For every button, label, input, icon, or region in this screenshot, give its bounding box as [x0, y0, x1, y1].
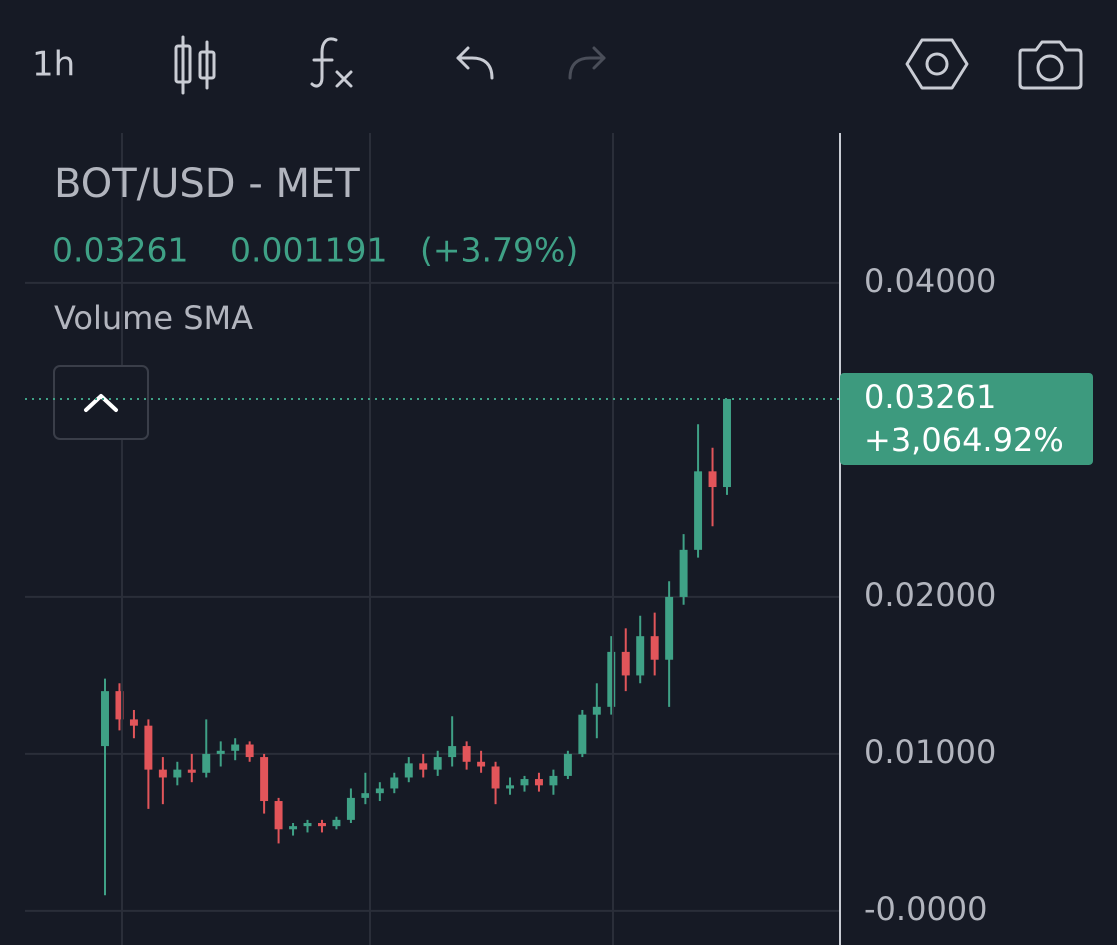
candle-body — [506, 785, 515, 789]
candle-body — [317, 823, 326, 827]
chart-type-button[interactable] — [174, 35, 216, 95]
redo-button[interactable] — [568, 46, 606, 80]
candle-body — [491, 766, 500, 789]
interval-button[interactable]: 1h — [32, 45, 75, 85]
candle-body — [274, 801, 283, 830]
toolbar: 1h — [32, 35, 1083, 95]
symbol-title: BOT/USD - MET — [54, 161, 360, 207]
candle-body — [144, 725, 153, 770]
undo-button[interactable] — [456, 46, 494, 80]
candle-body — [665, 596, 674, 660]
last-change-label: +3,064.92% — [864, 421, 1064, 459]
candle-body — [419, 763, 428, 770]
candle-body — [187, 769, 196, 773]
y-tick-label: -0.0000 — [864, 890, 988, 928]
candle-body — [592, 706, 601, 715]
chevron-up-icon — [84, 394, 118, 412]
candle-body — [621, 651, 630, 676]
indicators-button[interactable] — [310, 37, 353, 88]
candle-body — [101, 691, 109, 747]
candle-body — [650, 636, 659, 660]
candle-body — [679, 549, 688, 597]
candle-body — [578, 714, 587, 754]
candle-body — [636, 636, 645, 676]
y-tick-label: 0.02000 — [864, 576, 996, 614]
candle-body — [563, 753, 572, 776]
candle-body — [607, 651, 616, 707]
candle-body — [129, 719, 138, 726]
candle-body — [289, 826, 298, 830]
plot — [25, 281, 840, 912]
candle-body — [115, 691, 124, 720]
candle-body — [245, 744, 254, 758]
candle-body — [534, 779, 543, 786]
candle-body — [173, 769, 182, 778]
candle-body — [448, 746, 457, 758]
candle-body — [723, 398, 731, 488]
candle-body — [303, 823, 312, 827]
candle-body — [708, 471, 717, 488]
candle-body — [404, 763, 413, 778]
candle-body — [477, 761, 486, 767]
candle-body — [694, 471, 703, 550]
candle-body — [462, 746, 471, 762]
candle-body — [202, 753, 211, 773]
y-tick-label: 0.01000 — [864, 733, 996, 771]
candle-body — [332, 819, 341, 827]
candle-body — [520, 779, 529, 786]
candle-body — [231, 744, 240, 751]
indicator-label: Volume SMA — [54, 299, 253, 337]
candle-body — [158, 769, 167, 778]
candle-body — [390, 777, 399, 789]
collapse-button[interactable] — [53, 365, 149, 440]
candle-body — [375, 788, 384, 794]
last-price-badge — [840, 372, 1093, 465]
candle-body — [433, 757, 442, 770]
last-price-label: 0.03261 — [864, 378, 996, 416]
screenshot-button[interactable] — [1018, 40, 1083, 90]
y-tick-label: 0.04000 — [864, 262, 996, 300]
candle-body — [361, 793, 370, 798]
settings-button[interactable] — [905, 38, 969, 90]
candle-body — [346, 797, 355, 820]
candle-body — [549, 775, 558, 786]
last-price: 0.03261 — [52, 231, 188, 270]
candle-body — [260, 757, 269, 802]
candle-body — [216, 750, 225, 754]
price-change-percent: (+3.79%) — [420, 231, 578, 270]
price-change: 0.001191 — [230, 231, 387, 270]
